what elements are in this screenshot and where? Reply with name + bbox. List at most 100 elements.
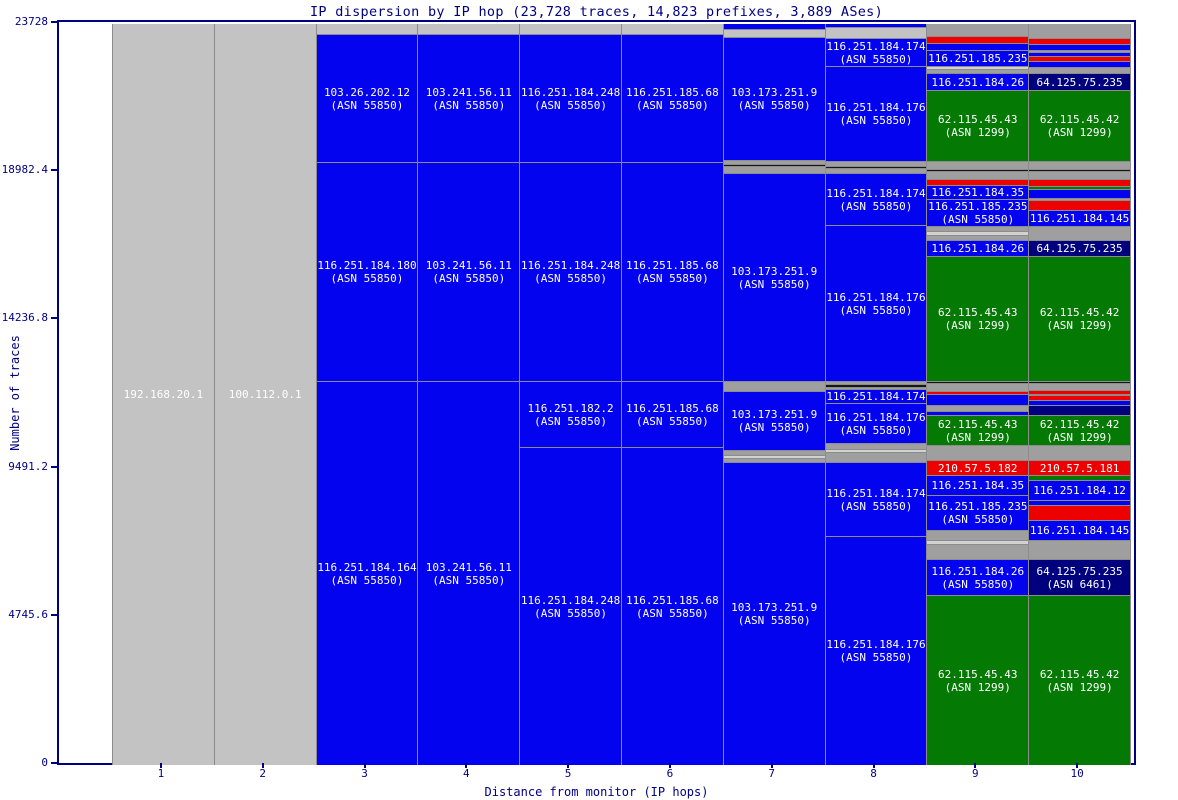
stripe-segment [927,391,1029,394]
stripe-segment [418,24,520,34]
stripe-segment [1029,189,1130,198]
stripe-segment [927,169,1029,171]
stripe-segment [1029,390,1130,394]
stripe-segment [1029,52,1130,56]
stripe-segment [825,161,927,166]
y-tick-mark [51,21,58,23]
stripe-segment [927,36,1029,43]
ip-block-62.115.45.42: 62.115.45.42 (ASN 1299) [1029,90,1130,161]
stripe-segment [825,168,927,173]
ip-block-116.251.184.248: 116.251.184.248 (ASN 55850) [520,162,621,381]
y-axis-title-wrap: Number of traces [0,20,30,765]
ip-block-116.251.184.26: 116.251.184.26 [927,240,1029,256]
ip-block-100.112.0.1: 100.112.0.1 [214,24,316,765]
x-axis-title: Distance from monitor (IP hops) [484,785,709,799]
stripe-segment [1029,226,1130,240]
stripe-segment [927,540,1029,544]
ip-block-103.173.251.9: 103.173.251.9 (ASN 55850) [723,462,825,765]
stripe-segment [927,171,1029,179]
ip-block-103.173.251.9: 103.173.251.9 (ASN 55850) [723,173,825,381]
ip-block-103.241.56.11: 103.241.56.11 (ASN 55850) [418,34,520,162]
x-tick-mark [465,763,468,768]
ip-block-116.251.184.26: 116.251.184.26 [927,73,1029,90]
ip-block-116.251.185.235: 116.251.185.235 (ASN 55850) [927,495,1029,530]
ip-block-62.115.45.43: 62.115.45.43 (ASN 1299) [927,90,1029,161]
y-tick-label-14236.8: 14236.8 [1,311,48,325]
y-tick-mark [51,169,58,172]
stripe-segment [1029,61,1130,67]
stripe-segment [927,226,1029,231]
stripe-segment [927,161,1029,169]
stripe-segment [927,179,1029,185]
y-tick-mark [51,465,58,468]
x-tick-mark [974,763,977,768]
ip-block-116.251.185.68: 116.251.185.68 (ASN 55850) [622,381,723,447]
y-tick-mark [51,762,58,764]
stripe-segment [1029,400,1130,405]
stripe-segment [825,27,927,38]
stripe-segment [1029,161,1130,169]
stripe-segment [927,383,1029,391]
bar-column-hop-5: 116.251.184.248 (ASN 55850) 116.251.184.2… [519,24,621,765]
ip-block-116.251.184.176: 116.251.184.176 (ASN 55850) [825,225,927,381]
stripe-segment [1029,505,1130,520]
x-tick-mark [770,763,773,768]
stripe-segment [1029,198,1130,200]
ip-block-103.241.56.11: 103.241.56.11 (ASN 55850) [418,381,520,765]
ip-block-116.251.184.176: 116.251.184.176 (ASN 55850) [825,403,927,443]
stripe-segment [1029,67,1130,73]
ip-block-116.251.184.35: 116.251.184.35 [927,185,1029,199]
x-tick-label-2: 2 [259,767,266,780]
x-tick-label-5: 5 [564,767,572,780]
ip-block-62.115.45.43: 62.115.45.43 (ASN 1299) [927,595,1029,765]
ip-block-116.251.184.174: 116.251.184.174 (ASN 55850) [825,38,927,66]
stripe-segment [723,164,825,166]
y-axis-title: Number of traces [8,334,22,451]
ip-block-116.251.184.26: 116.251.184.26 (ASN 55850) [927,559,1029,595]
x-tick-label-8: 8 [870,767,877,780]
x-tick-label-7: 7 [768,767,775,780]
ip-block-116.251.185.68: 116.251.185.68 (ASN 55850) [622,34,723,162]
ip-block-103.173.251.9: 103.173.251.9 (ASN 55850) [723,391,825,450]
bar-column-hop-4: 103.241.56.11 (ASN 55850) 103.241.56.11 (… [417,24,520,765]
stripe-segment [927,24,1029,36]
stripe-segment [1029,394,1130,395]
bar-column-hop-3: 103.26.202.12 (ASN 55850) 116.251.184.180… [315,24,418,765]
ip-block-116.251.184.174: 116.251.184.174 [825,389,927,403]
ip-block-116.251.184.12: 116.251.184.12 [1029,480,1130,500]
stripe-segment [1029,38,1130,44]
stripe-segment [1029,24,1130,38]
stripe-segment [825,452,927,462]
ip-block-116.251.184.248: 116.251.184.248 (ASN 55850) [520,34,621,162]
ip-block-116.251.184.145: 116.251.184.145 [1029,520,1130,540]
ip-block-210.57.5.182: 210.57.5.182 [927,460,1029,475]
stripe-segment [723,458,825,462]
stripe-segment [825,381,927,384]
x-tick-label-4: 4 [462,767,470,780]
ip-block-116.251.184.174: 116.251.184.174 (ASN 55850) [825,462,927,536]
stripe-segment [825,24,927,27]
stripe-segment [1029,405,1130,415]
stripe-segment [723,455,825,458]
ip-block-116.251.184.176: 116.251.184.176 (ASN 55850) [825,536,927,765]
stripe-segment [1029,179,1130,186]
stripe-segment [1029,50,1130,52]
y-tick-label-18982.4: 18982.4 [1,163,48,177]
ip-block-116.251.185.68: 116.251.185.68 (ASN 55850) [622,447,723,765]
y-tick-label-9491.2: 9491.2 [8,459,48,473]
plot-area: 192.168.20.1 100.112.0.1 103.26.202.12 (AS… [57,20,1136,765]
x-tick-label-3: 3 [361,767,368,780]
bar-column-hop-9: 116.251.185.235 116.251.184.26 62.115.45.4… [926,24,1029,765]
stripe-segment [927,231,1029,235]
x-tick-mark [872,763,875,768]
stripe-segment [927,69,1029,73]
ip-block-116.251.184.164: 116.251.184.164 (ASN 55850) [316,381,418,765]
ip-block-62.115.45.43: 62.115.45.43 (ASN 1299) [927,415,1029,445]
ip-block-64.125.75.235: 64.125.75.235 (ASN 6461) [1029,559,1130,595]
y-tick-label-4745.6: 4745.6 [8,607,48,621]
stripe-segment [927,381,1029,383]
bar-column-hop-7: 103.173.251.9 (ASN 55850) 103.173.251.9 (… [722,24,825,765]
stripe-segment [825,443,927,449]
x-tick-label-1: 1 [157,767,165,780]
